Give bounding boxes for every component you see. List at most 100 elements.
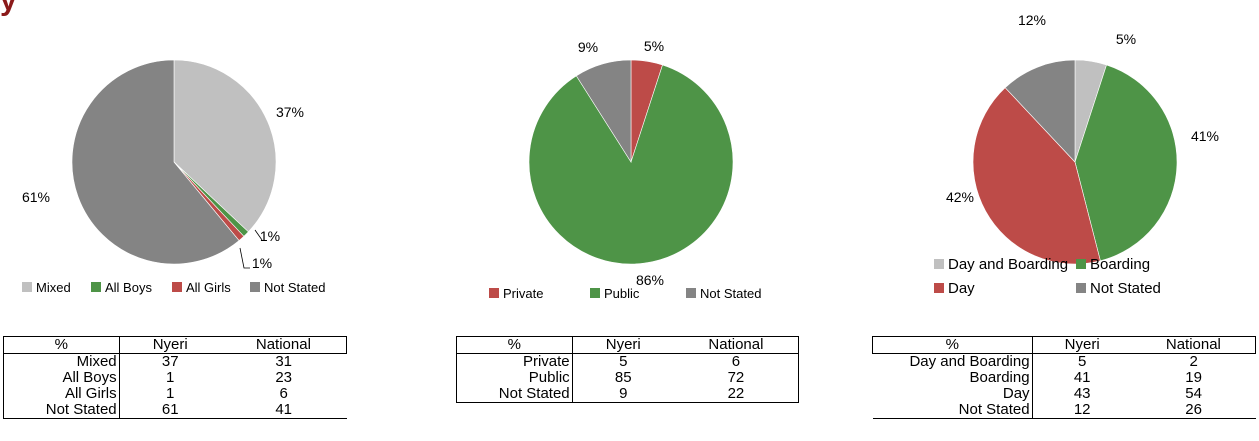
- table-cell: 41: [220, 402, 347, 419]
- table-cell: 1: [166, 369, 175, 386]
- legend-swatch-all-girls: [172, 282, 182, 292]
- pie-slice-mixed: [173, 59, 277, 233]
- table-header-cell: Nyeri: [1032, 336, 1132, 354]
- table-cell: All Girls: [3, 386, 120, 402]
- table-cell: Boarding: [872, 370, 1033, 386]
- legend-label-public: Public: [604, 286, 640, 301]
- leader-line: [254, 229, 263, 241]
- table-row: Boarding 41 19: [872, 369, 1256, 386]
- table-cell: 5: [619, 353, 628, 370]
- legend-swatch-private: [489, 288, 499, 298]
- data-label-boarding: 41%: [1191, 128, 1219, 144]
- table-cell: 23: [275, 369, 292, 386]
- legend-swatch-day-and-boarding: [934, 259, 944, 269]
- school-type-table: % Nyeri National Mixed 37 31 All Boys 1 …: [3, 336, 347, 419]
- data-label-public: 86%: [636, 272, 664, 288]
- table-cell: 26: [1131, 402, 1256, 419]
- table-cell: Public: [456, 370, 573, 386]
- legend-label-day: Day: [948, 280, 975, 297]
- table-cell: 22: [673, 386, 799, 403]
- data-label-all-boys: 1%: [260, 228, 280, 244]
- legend-label-private: Private: [503, 286, 543, 301]
- table-cell: 72: [673, 370, 799, 386]
- data-label-all-girls: 1%: [252, 255, 272, 271]
- table-cell: 37: [161, 353, 179, 370]
- table-cell: Not Stated: [456, 386, 573, 403]
- pie-slice-public: [528, 64, 734, 265]
- table-cell: 54: [1185, 385, 1202, 402]
- table-header-cell: National: [220, 336, 347, 354]
- table-cell: 1: [166, 385, 175, 402]
- table-header-cell: National: [673, 336, 799, 354]
- table-cell: Mixed: [3, 353, 120, 370]
- table-row: All Boys 1 23: [3, 369, 347, 386]
- table-row: Day and Boarding 5 2: [872, 353, 1256, 370]
- table-row: Not Stated 61 41: [3, 402, 347, 419]
- pie-slice-boarding: [1074, 64, 1178, 262]
- table-row: Mixed 37 31: [3, 353, 347, 370]
- pie-slice-not-stated: [1004, 59, 1076, 163]
- pie-chart-2: 5% 86% 9% Private Public Not Stated: [489, 38, 761, 301]
- table-header-cell: Nyeri: [572, 336, 674, 354]
- data-label-day: 42%: [946, 189, 974, 205]
- pie-slice-not-stated: [575, 59, 632, 164]
- legend: Private Public Not Stated: [489, 286, 761, 301]
- legend: Day and Boarding Boarding Day Not Stated: [934, 256, 1161, 297]
- table-cell: 9: [572, 386, 674, 403]
- table-cell: 61: [119, 402, 221, 419]
- legend: Mixed All Boys All Girls Not Stated: [22, 280, 325, 295]
- table-cell: 12: [1032, 402, 1132, 419]
- table-cell: All Boys: [3, 370, 120, 386]
- legend-label-day-and-boarding: Day and Boarding: [948, 256, 1068, 273]
- table-header-cell: National: [1131, 336, 1256, 354]
- table-cell: Not Stated: [3, 402, 120, 419]
- legend-label-all-girls: All Girls: [186, 280, 231, 295]
- legend-swatch-all-boys: [91, 282, 101, 292]
- data-label-not-stated: 12%: [1018, 12, 1046, 28]
- leader-line: [239, 247, 250, 269]
- data-label-private: 5%: [644, 38, 664, 54]
- legend-swatch-not-stated: [250, 282, 260, 292]
- data-label-not-stated: 9%: [578, 39, 598, 55]
- table-cell: 31: [275, 353, 292, 370]
- page-title-fragment: y: [0, 0, 17, 17]
- legend-label-boarding: Boarding: [1090, 256, 1150, 273]
- table-cell: Not Stated: [872, 402, 1033, 419]
- table-row: Public 85 72: [456, 369, 799, 386]
- table-header-cell: Nyeri: [119, 336, 221, 354]
- table-cell: 2: [1189, 353, 1198, 370]
- pie-chart-1: 37% 1% 1% 61% Mixed All Boys All Girls Not Stat…: [22, 59, 325, 295]
- legend-label-mixed: Mixed: [36, 280, 71, 295]
- legend-swatch-not-stated: [1076, 283, 1086, 293]
- table-row: All Girls 1 6: [3, 385, 347, 402]
- table-cell: 41: [1073, 369, 1091, 386]
- table-cell: 6: [673, 353, 799, 370]
- pie-chart-3: 5% 41% 42% 12% Day and Boarding Boarding Day No…: [934, 12, 1219, 297]
- data-label-mixed: 37%: [276, 104, 304, 120]
- pie-slice-not-stated: [71, 59, 240, 265]
- table-row: Day 43 54: [872, 385, 1256, 402]
- ownership-table: % Nyeri National Private 5 6 Public 85 7…: [456, 336, 799, 403]
- legend-label-not-stated: Not Stated: [700, 286, 761, 301]
- table-header-cell: %: [872, 336, 1033, 354]
- table-row: Not Stated 9 22: [456, 386, 799, 403]
- table-header-row: % Nyeri National: [456, 336, 799, 354]
- legend-label-not-stated: Not Stated: [1090, 280, 1161, 297]
- table-header-cell: %: [456, 336, 573, 354]
- table-header-cell: %: [3, 336, 120, 354]
- table-cell: 19: [1185, 369, 1202, 386]
- table-header-row: % Nyeri National: [3, 336, 347, 354]
- table-cell: 85: [614, 369, 632, 386]
- legend-swatch-not-stated: [686, 288, 696, 298]
- table-row: Private 5 6: [456, 353, 799, 370]
- table-row: Not Stated 12 26: [872, 402, 1256, 419]
- legend-swatch-boarding: [1076, 259, 1086, 269]
- table-cell: 6: [279, 385, 288, 402]
- table-cell: Private: [456, 353, 573, 370]
- legend-label-all-boys: All Boys: [105, 280, 152, 295]
- table-cell: 43: [1073, 385, 1091, 402]
- data-label-day-and-boarding: 5%: [1116, 31, 1136, 47]
- legend-swatch-public: [590, 288, 600, 298]
- legend-label-not-stated: Not Stated: [264, 280, 325, 295]
